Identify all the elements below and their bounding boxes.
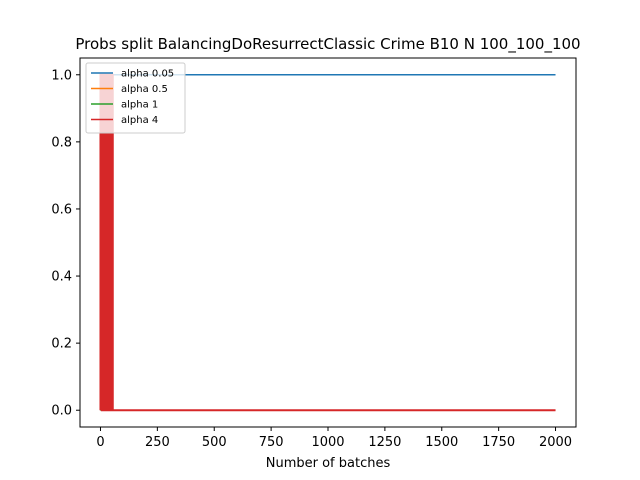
x-tick-label: 1000 [311, 435, 344, 450]
x-tick-label: 500 [202, 435, 227, 450]
x-tick-label: 750 [259, 435, 284, 450]
x-axis: 0 250 500 750 1000 1250 1500 1750 2000 [96, 427, 572, 450]
x-tick-label: 2000 [539, 435, 572, 450]
legend-label: alpha 0.05 [121, 69, 174, 80]
legend-label: alpha 1 [121, 100, 158, 111]
y-tick-label: 0.8 [51, 135, 72, 150]
y-tick-label: 0.6 [51, 202, 72, 217]
legend: alpha 0.05 alpha 0.5 alpha 1 alpha 4 [85, 62, 186, 134]
y-tick-label: 0.2 [51, 337, 72, 352]
legend-label: alpha 0.5 [121, 84, 168, 95]
legend-box [85, 62, 186, 134]
chart-title: Probs split BalancingDoResurrectClassic … [75, 35, 580, 54]
x-tick-label: 250 [145, 435, 170, 450]
y-tick-label: 0.0 [51, 404, 72, 419]
y-axis: 0.0 0.2 0.4 0.6 0.8 1.0 [51, 68, 80, 419]
x-tick-label: 1250 [368, 435, 401, 450]
x-tick-label: 0 [96, 435, 104, 450]
x-tick-label: 1750 [482, 435, 515, 450]
x-tick-label: 1500 [425, 435, 458, 450]
y-tick-label: 1.0 [51, 68, 72, 83]
y-tick-label: 0.4 [51, 270, 72, 285]
legend-label: alpha 4 [121, 115, 158, 126]
x-axis-label: Number of batches [266, 456, 391, 471]
